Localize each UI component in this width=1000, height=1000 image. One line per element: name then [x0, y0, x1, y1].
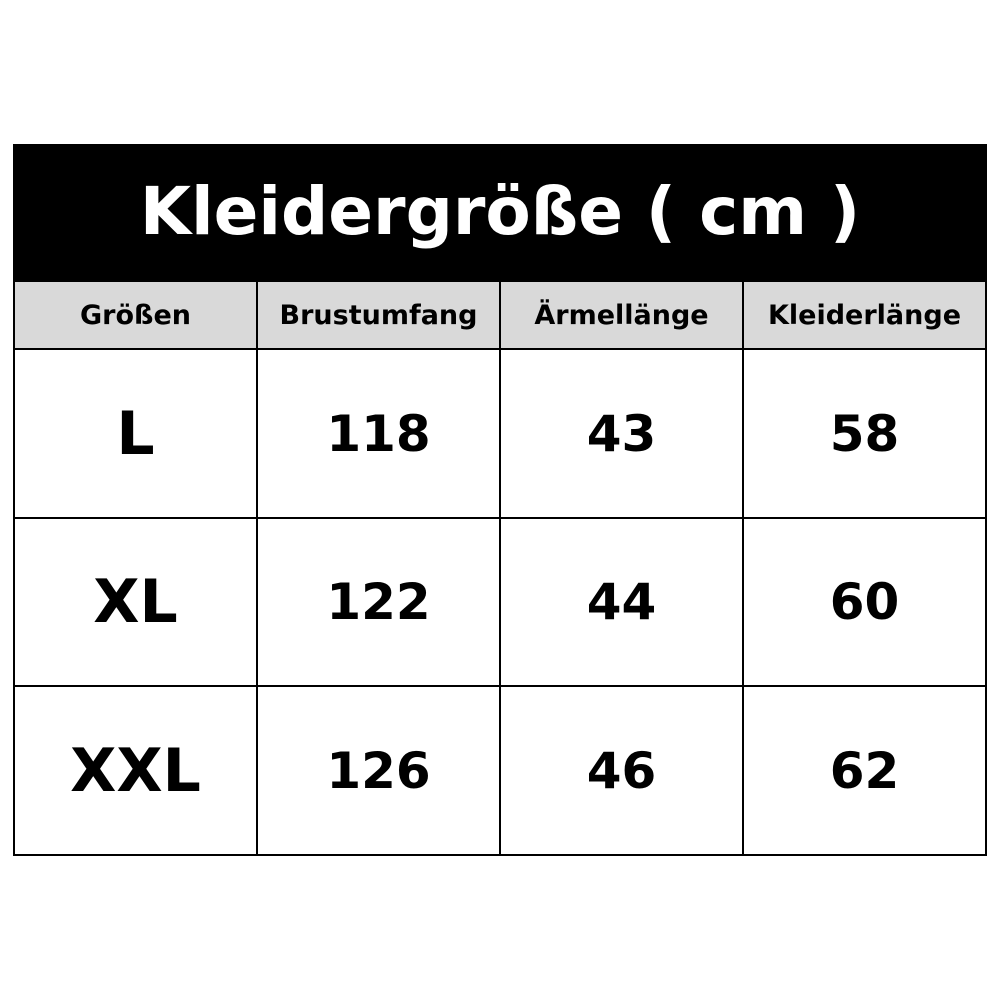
- header-groessen: Größen: [13, 279, 258, 351]
- size-chart: Kleidergröße ( cm ) Größen Brustumfang Ä…: [13, 144, 987, 856]
- table-row: XXL 126 46 62: [13, 685, 987, 856]
- brustumfang-value: 118: [256, 348, 501, 519]
- kleiderlaenge-value: 62: [742, 685, 987, 856]
- table-header-row: Größen Brustumfang Ärmellänge Kleiderlän…: [13, 279, 987, 351]
- header-brustumfang: Brustumfang: [256, 279, 501, 351]
- aermellaenge-value: 44: [499, 516, 744, 688]
- size-table: Größen Brustumfang Ärmellänge Kleiderlän…: [13, 279, 987, 856]
- kleiderlaenge-value: 60: [742, 516, 987, 688]
- size-label: L: [13, 348, 258, 519]
- size-label: XXL: [13, 685, 258, 856]
- size-label: XL: [13, 516, 258, 688]
- table-row: XL 122 44 60: [13, 516, 987, 688]
- header-kleiderlaenge: Kleiderlänge: [742, 279, 987, 351]
- chart-title: Kleidergröße ( cm ): [13, 144, 987, 280]
- table-row: L 118 43 58: [13, 348, 987, 519]
- brustumfang-value: 122: [256, 516, 501, 688]
- header-aermellaenge: Ärmellänge: [499, 279, 744, 351]
- aermellaenge-value: 43: [499, 348, 744, 519]
- aermellaenge-value: 46: [499, 685, 744, 856]
- brustumfang-value: 126: [256, 685, 501, 856]
- kleiderlaenge-value: 58: [742, 348, 987, 519]
